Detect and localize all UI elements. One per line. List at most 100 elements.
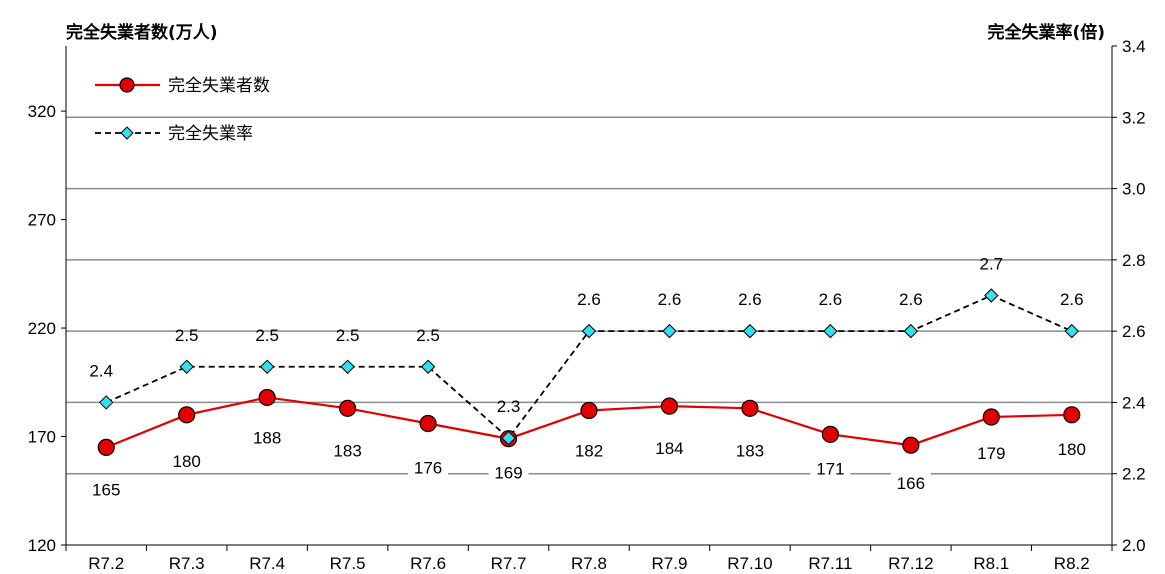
count-label-text: 176 — [414, 459, 442, 478]
x-tick-label: R8.1 — [973, 554, 1009, 573]
count-point — [580, 401, 598, 420]
count-label-text: 183 — [736, 441, 764, 460]
series-lines — [97, 288, 1081, 456]
count-point — [982, 408, 1000, 426]
legend-label-rate: 完全失業率 — [168, 124, 253, 143]
legend-label-count: 完全失業者数 — [168, 76, 270, 95]
count-data-label: 180 — [166, 449, 207, 472]
count-label-bg — [649, 437, 690, 460]
count-label-bg — [890, 472, 931, 495]
left-axis-title: 完全失業者数(万人) — [66, 23, 218, 43]
count-point — [1063, 406, 1081, 424]
x-tick-label: R7.9 — [652, 554, 688, 573]
right-tick-label: 3.2 — [1122, 108, 1146, 127]
rate-data-label: 2.6 — [899, 290, 923, 309]
rate-data-label: 2.6 — [819, 290, 843, 309]
left-tick-label: 170 — [28, 428, 56, 447]
rate-data-label: 2.6 — [658, 290, 682, 309]
right-tick-label: 2.4 — [1122, 393, 1146, 412]
count-label-text: 165 — [92, 480, 120, 499]
x-tick-label: R7.5 — [330, 554, 366, 573]
count-data-label: 166 — [890, 472, 931, 495]
rate-point — [742, 323, 758, 339]
right-tick-label: 2.6 — [1122, 322, 1146, 341]
count-label-bg — [569, 439, 609, 462]
rate-data-label: 2.5 — [255, 326, 279, 345]
x-tick-label: R7.2 — [88, 554, 124, 573]
rate-data-label: 2.7 — [979, 255, 1003, 274]
count-label-bg — [810, 457, 851, 480]
count-label-bg — [166, 449, 207, 472]
count-data-label: 188 — [247, 426, 288, 449]
x-tick-label: R7.8 — [571, 554, 607, 573]
count-label-bg — [729, 439, 770, 462]
count-label-text: 183 — [333, 441, 361, 460]
count-data-label: 183 — [729, 439, 770, 462]
count-point — [902, 436, 920, 454]
rate-point — [259, 359, 275, 374]
count-data-label: 171 — [810, 457, 851, 480]
right-tick-label: 3.0 — [1122, 180, 1146, 199]
rate-point — [581, 323, 597, 339]
count-data-label: 183 — [327, 439, 368, 462]
count-point — [339, 399, 357, 417]
count-data-label: 182 — [569, 439, 609, 462]
legend-marker-rate — [120, 126, 134, 140]
rate-point — [662, 323, 677, 339]
legend-item-count: 完全失業者数 — [95, 76, 270, 95]
count-label-text: 169 — [494, 464, 522, 483]
rate-data-label: 2.6 — [1060, 290, 1084, 309]
rate-point — [501, 430, 516, 446]
x-tick-label: R7.7 — [491, 554, 527, 573]
rate-data-label: 2.3 — [497, 397, 521, 416]
count-point — [741, 399, 759, 417]
count-point — [178, 406, 196, 424]
right-tick-label: 3.4 — [1122, 37, 1146, 56]
count-label-text: 180 — [1058, 440, 1086, 459]
rate-point — [903, 323, 919, 339]
right-tick-label: 2.0 — [1122, 536, 1146, 555]
count-label-text: 184 — [655, 439, 683, 458]
x-tick-label: R7.11 — [808, 554, 852, 573]
rate-point — [99, 395, 114, 410]
x-tick-label: R7.4 — [249, 554, 285, 573]
count-point — [660, 397, 679, 415]
count-data-label: 169 — [488, 461, 529, 484]
rate-point — [823, 323, 838, 339]
count-label-bg — [86, 478, 127, 501]
rate-point — [340, 359, 355, 374]
count-label-text: 179 — [977, 444, 1005, 463]
count-point — [419, 414, 437, 433]
count-label-text: 171 — [816, 459, 844, 478]
count-label-bg — [1051, 437, 1092, 460]
left-tick-label: 270 — [28, 211, 56, 230]
count-data-label: 165 — [86, 478, 127, 501]
left-tick-label: 320 — [28, 102, 56, 121]
data-labels: 165 180 188 183 176 169 182 184 183 171 166 179 180 2… — [86, 255, 1092, 501]
legend-item-rate: 完全失業率 — [95, 124, 253, 143]
rate-data-label: 2.5 — [416, 326, 440, 345]
right-tick-label: 2.2 — [1122, 465, 1146, 484]
left-tick-label: 220 — [28, 319, 56, 338]
rate-point — [179, 359, 194, 374]
x-tick-label: R7.12 — [888, 554, 933, 573]
count-data-label: 176 — [408, 456, 449, 479]
count-point — [258, 388, 276, 407]
rate-data-label: 2.5 — [175, 326, 199, 345]
count-label-bg — [408, 456, 449, 479]
count-data-label: 179 — [971, 441, 1012, 464]
count-label-bg — [971, 441, 1012, 464]
axes: 120 170 220 270 320 2.0 2.2 2.4 2.6 2.8 3.0 3.2 3.4 R… — [28, 37, 1146, 573]
x-tick-label: R7.10 — [727, 554, 772, 573]
rate-point — [1064, 323, 1079, 339]
left-tick-label: 120 — [28, 536, 56, 555]
right-axis-title: 完全失業率(倍) — [987, 23, 1105, 43]
rate-point — [984, 288, 999, 303]
count-label-bg — [327, 439, 368, 462]
count-label-text: 188 — [253, 428, 281, 447]
x-tick-label: R7.6 — [410, 554, 446, 573]
count-point — [97, 438, 115, 456]
rate-data-label: 2.6 — [577, 290, 601, 309]
